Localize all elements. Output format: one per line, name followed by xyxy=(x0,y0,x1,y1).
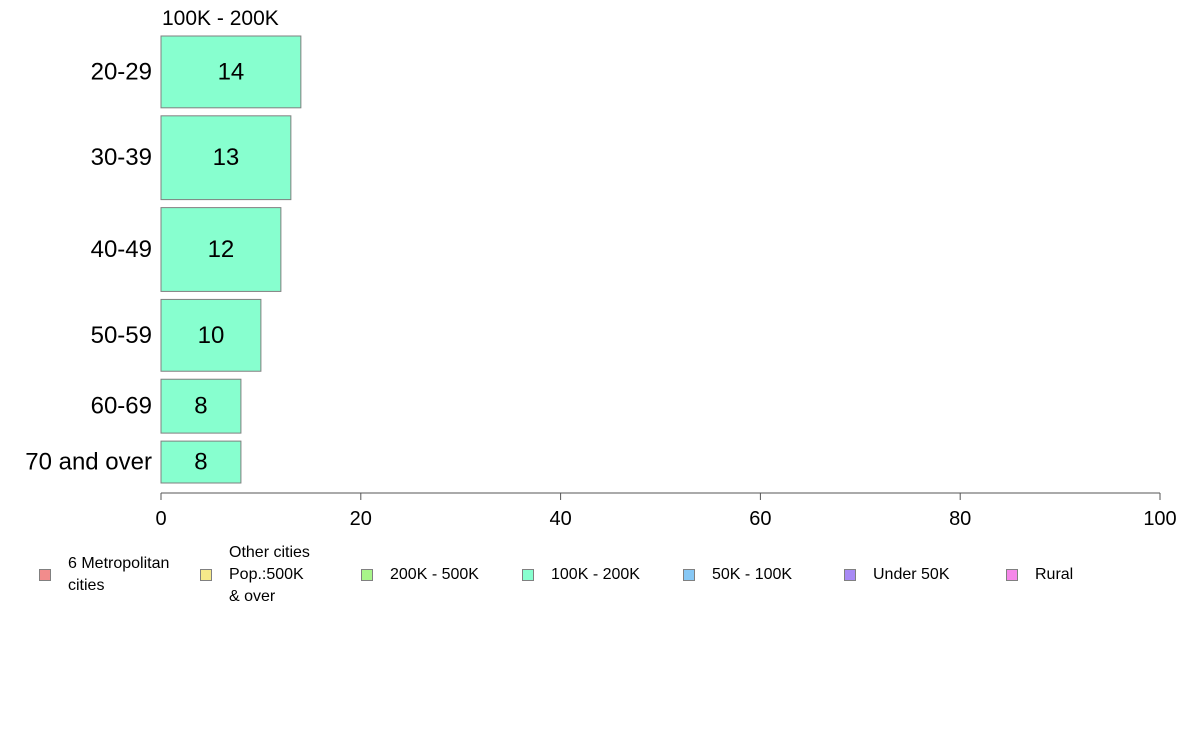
category-label: 30-39 xyxy=(91,144,152,171)
bar-70-and-over xyxy=(160,440,242,484)
legend-swatch xyxy=(39,569,51,581)
panel-title: 100K - 200K xyxy=(162,7,279,30)
category-label: 40-49 xyxy=(91,236,152,263)
legend-label: Other cities Pop.:500K & over xyxy=(229,544,310,605)
legend-label: Under 50K xyxy=(873,566,950,583)
x-tick-label: 80 xyxy=(949,508,971,530)
legend-item: 50K - 100K xyxy=(683,564,792,586)
legend-item: 100K - 200K xyxy=(522,564,640,586)
legend-label: 200K - 500K xyxy=(390,566,479,583)
legend-swatch xyxy=(683,569,695,581)
x-tick-label: 60 xyxy=(749,508,771,530)
data-label: 8 xyxy=(194,449,207,476)
x-axis: 0 20 40 60 80 100 xyxy=(155,492,1177,530)
category-label: 20-29 xyxy=(91,58,152,85)
legend-swatch xyxy=(522,569,534,581)
category-label: 50-59 xyxy=(91,322,152,349)
legend-label: 50K - 100K xyxy=(712,566,793,583)
bars: 20-29 14 30-39 13 40-49 12 50-59 10 60-69 8 70 and… xyxy=(25,35,302,484)
bar-50-59 xyxy=(160,298,262,372)
category-label: 60-69 xyxy=(91,393,152,420)
data-label: 10 xyxy=(198,322,225,349)
legend-item: Under 50K xyxy=(844,564,950,586)
x-tick-label: 0 xyxy=(155,508,166,530)
x-tick-label: 20 xyxy=(350,508,372,530)
bar-20-29 xyxy=(160,35,302,109)
bar-60-69 xyxy=(160,378,242,434)
legend-item: Rural xyxy=(1006,564,1073,586)
legend-item: 200K - 500K xyxy=(361,564,479,586)
legend-swatch xyxy=(1006,569,1018,581)
x-tick-label: 40 xyxy=(549,508,571,530)
legend-swatch xyxy=(844,569,856,581)
data-label: 12 xyxy=(208,236,235,263)
legend-swatch xyxy=(361,569,373,581)
x-tick-label: 100 xyxy=(1143,508,1176,530)
legend-item: Other cities Pop.:500K & over xyxy=(200,542,310,608)
legend-label: Rural xyxy=(1035,566,1074,583)
category-label: 70 and over xyxy=(25,449,152,476)
data-label: 14 xyxy=(218,58,245,85)
data-label: 8 xyxy=(194,393,207,420)
bar-30-39 xyxy=(160,115,292,201)
bar-40-49 xyxy=(160,207,282,292)
legend-item: 6 Metropolitan cities xyxy=(39,553,169,597)
legend-swatch xyxy=(200,569,212,581)
legend-label: 100K - 200K xyxy=(551,566,640,583)
data-label: 13 xyxy=(213,144,240,171)
legend-label: 6 Metropolitan cities xyxy=(68,555,170,594)
